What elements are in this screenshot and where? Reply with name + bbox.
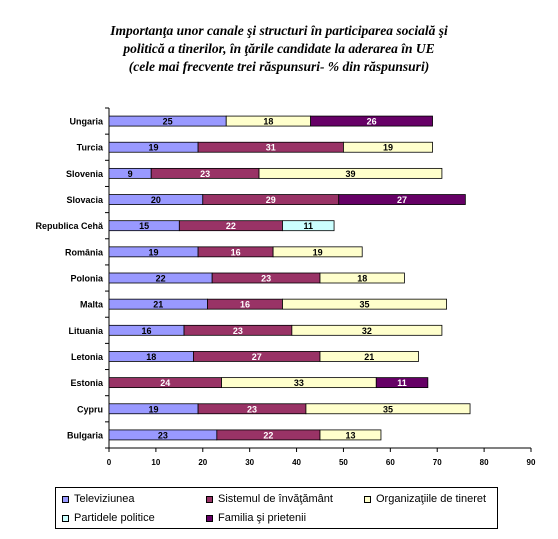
bar-segment bbox=[319, 351, 419, 362]
legend-swatch bbox=[206, 514, 213, 522]
bar-segment bbox=[305, 403, 471, 415]
x-tick-label: 60 bbox=[386, 458, 395, 467]
category-label: Estonia bbox=[70, 378, 104, 388]
x-tick-label: 10 bbox=[151, 458, 160, 467]
category-label: Slovenia bbox=[66, 169, 104, 179]
data-label: 22 bbox=[263, 430, 273, 440]
bar-segment bbox=[282, 298, 448, 310]
bar-segment bbox=[258, 167, 443, 179]
category-label: Lituania bbox=[68, 326, 103, 336]
bar-segment bbox=[375, 377, 429, 389]
legend-label: Familia şi prietenii bbox=[218, 512, 307, 524]
data-label: 16 bbox=[142, 326, 152, 336]
category-label: Republica Cehă bbox=[35, 221, 104, 231]
x-tick-label: 0 bbox=[107, 458, 112, 467]
data-label: 23 bbox=[261, 274, 271, 284]
category-label: Bulgaria bbox=[67, 430, 104, 440]
data-label: 9 bbox=[128, 169, 133, 179]
legend-item: Organizaţiile de tineret bbox=[364, 493, 486, 505]
bar-segment bbox=[272, 246, 363, 258]
legend-label: Partidele politice bbox=[74, 512, 155, 524]
legend-item: Partidele politice bbox=[62, 512, 155, 524]
legend-label: Organizaţiile de tineret bbox=[376, 493, 487, 505]
x-tick-label: 20 bbox=[198, 458, 207, 467]
x-tick-label: 70 bbox=[433, 458, 442, 467]
data-label: 29 bbox=[266, 195, 276, 205]
data-label: 11 bbox=[304, 221, 314, 231]
category-label: Polonia bbox=[70, 274, 103, 284]
data-label: 23 bbox=[200, 169, 210, 179]
data-label: 18 bbox=[146, 352, 156, 362]
category-label: România bbox=[65, 247, 104, 257]
legend-label: Televiziunea bbox=[74, 493, 135, 505]
chart-legend: Televiziunea Sistemul de învăţământ Organi… bbox=[55, 487, 498, 529]
data-label: 27 bbox=[252, 352, 262, 362]
category-label: Turcia bbox=[77, 143, 104, 153]
bar-segment bbox=[319, 272, 405, 284]
data-label: 19 bbox=[313, 247, 323, 257]
data-label: 32 bbox=[362, 326, 372, 336]
x-tick-label: 40 bbox=[292, 458, 301, 467]
legend-label: Sistemul de învăţământ bbox=[218, 493, 333, 505]
bar-segment bbox=[291, 324, 443, 336]
legend-swatch bbox=[364, 495, 371, 503]
data-label: 11 bbox=[397, 378, 407, 388]
chart-title-line-1: Importanţa unor canale şi structuri în p… bbox=[110, 23, 448, 38]
legend-item: Sistemul de învăţământ bbox=[206, 493, 333, 505]
bar-segment bbox=[338, 194, 466, 205]
category-label: Letonia bbox=[71, 352, 104, 362]
data-label: 23 bbox=[247, 404, 257, 414]
bar-segment bbox=[343, 141, 433, 153]
x-tick-label: 50 bbox=[339, 458, 348, 467]
data-label: 20 bbox=[151, 195, 161, 205]
data-label: 16 bbox=[231, 247, 241, 257]
data-label: 18 bbox=[357, 274, 367, 284]
data-label: 21 bbox=[364, 352, 374, 362]
category-label: Malta bbox=[80, 300, 104, 310]
data-label: 31 bbox=[266, 143, 276, 153]
chart-title-line-3: (cele mai frecvente trei răspunsuri- % d… bbox=[128, 59, 430, 74]
legend-swatch bbox=[62, 495, 69, 503]
data-label: 18 bbox=[263, 117, 273, 127]
data-label: 22 bbox=[226, 221, 236, 231]
x-tick-label: 90 bbox=[527, 458, 536, 467]
data-label: 23 bbox=[158, 430, 168, 440]
data-label: 21 bbox=[153, 300, 163, 310]
data-label: 19 bbox=[383, 143, 393, 153]
category-label: Slovacia bbox=[66, 195, 104, 205]
data-label: 33 bbox=[294, 378, 304, 388]
bar-segment bbox=[319, 429, 382, 441]
data-label: 13 bbox=[345, 430, 355, 440]
data-label: 22 bbox=[156, 274, 166, 284]
chart-title: Importanţa unor canale şi structuri în p… bbox=[0, 22, 558, 76]
bar-segment bbox=[282, 220, 335, 232]
legend-swatch bbox=[62, 514, 69, 522]
category-label: Cypru bbox=[77, 404, 103, 414]
x-tick-label: 30 bbox=[245, 458, 254, 467]
chart-title-line-2: politică a tinerilor, în ţările candidat… bbox=[123, 41, 435, 56]
legend-item: Familia şi prietenii bbox=[206, 512, 306, 524]
data-label: 23 bbox=[233, 326, 243, 336]
legend-item: Televiziunea bbox=[62, 493, 135, 505]
data-label: 25 bbox=[163, 117, 173, 127]
data-label: 39 bbox=[345, 169, 355, 179]
data-label: 16 bbox=[240, 300, 250, 310]
legend-swatch bbox=[206, 495, 213, 503]
data-label: 19 bbox=[149, 404, 159, 414]
data-label: 24 bbox=[160, 378, 170, 388]
category-label: Ungaria bbox=[69, 117, 104, 127]
data-label: 19 bbox=[149, 247, 159, 257]
data-label: 35 bbox=[360, 300, 370, 310]
data-label: 27 bbox=[397, 195, 407, 205]
data-label: 15 bbox=[139, 221, 149, 231]
bar-segment bbox=[310, 115, 433, 127]
data-label: 19 bbox=[149, 143, 159, 153]
x-tick-label: 80 bbox=[480, 458, 489, 467]
data-label: 35 bbox=[383, 404, 393, 414]
data-label: 26 bbox=[367, 117, 377, 127]
